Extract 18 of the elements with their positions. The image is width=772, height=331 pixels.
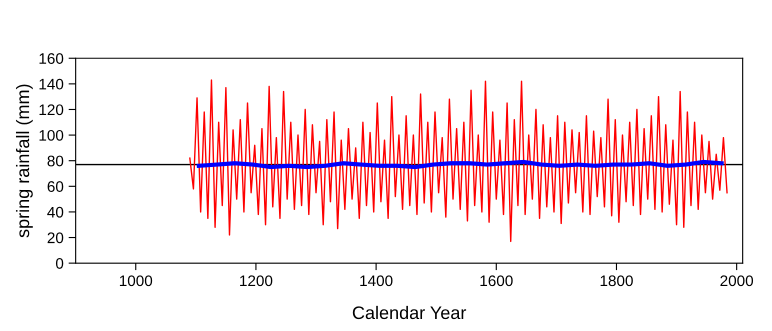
- y-tick-label: 160: [40, 53, 64, 64]
- x-tick-label: 1200: [240, 275, 272, 286]
- y-tick-label: 40: [47, 206, 64, 218]
- y-tick-label: 20: [48, 232, 64, 244]
- x-tick-label: 1600: [480, 275, 513, 286]
- y-tick-label: 100: [40, 130, 64, 141]
- y-tick-label: 120: [40, 104, 64, 116]
- x-tick-label: 1400: [360, 275, 393, 286]
- x-tick-label: 1000: [120, 275, 152, 286]
- y-tick-label: 60: [48, 181, 64, 192]
- x-axis-title: Calendar Year: [352, 306, 466, 320]
- y-axis-title: spring rainfall (mm): [16, 84, 33, 238]
- y-tick-label: 140: [40, 78, 64, 90]
- y-tick-label: 80: [48, 156, 64, 166]
- y-tick-label: 0: [56, 258, 64, 269]
- x-tick-label: 1800: [600, 275, 633, 286]
- line-series: [189, 79, 728, 242]
- x-tick-label: 2000: [720, 275, 754, 286]
